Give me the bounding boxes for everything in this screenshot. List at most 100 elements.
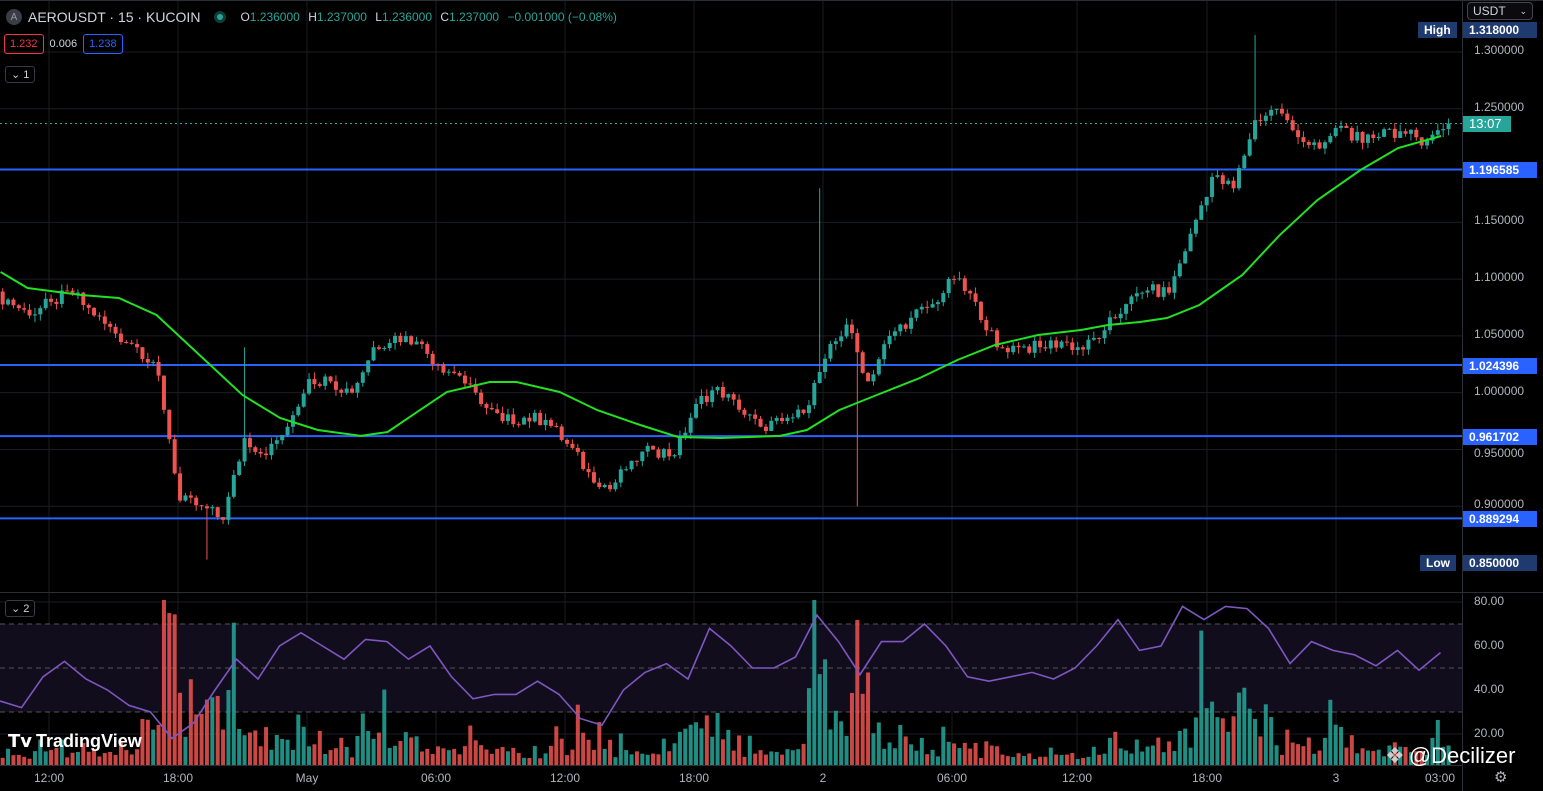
candle-body — [210, 507, 215, 509]
candle-body — [167, 409, 172, 440]
volume-bar — [280, 738, 285, 765]
candle-body — [312, 379, 317, 385]
volume-bar — [1075, 759, 1080, 765]
candle-body — [290, 415, 295, 427]
candle-body — [215, 507, 220, 518]
candle-body — [307, 379, 312, 394]
collapse-indicators-pane-1[interactable]: ⌄ 1 — [5, 66, 36, 83]
volume-bar — [634, 751, 639, 765]
candle-body — [1398, 131, 1403, 138]
volume-bars — [0, 600, 1451, 765]
volume-bar — [919, 737, 924, 765]
volume-bar — [183, 736, 188, 765]
volume-bar — [876, 722, 881, 765]
candle-body — [925, 306, 930, 308]
candle-body — [522, 417, 527, 425]
volume-bar — [989, 745, 994, 765]
volume-bar — [1387, 745, 1392, 765]
candle-body — [1027, 346, 1032, 353]
volume-bar — [828, 729, 833, 765]
volume-bar — [1226, 731, 1231, 765]
candle-body — [758, 418, 763, 427]
candle-body — [124, 341, 129, 343]
volume-bar — [269, 749, 274, 765]
candle-body — [1043, 347, 1048, 349]
settings-gear-icon[interactable]: ⚙ — [1494, 769, 1508, 786]
candle-body — [221, 517, 226, 520]
volume-bar — [613, 757, 618, 765]
horizontal-levels[interactable] — [0, 168, 1462, 520]
candle-body — [935, 302, 940, 305]
volume-bar — [914, 750, 919, 765]
candle-body — [903, 324, 908, 329]
volume-bar — [430, 754, 435, 765]
volume-bar — [726, 729, 731, 765]
candle-body — [1054, 340, 1059, 348]
candle-body — [565, 439, 570, 444]
volume-bar — [425, 748, 430, 765]
candle-body — [1371, 134, 1376, 139]
volume-bar — [1419, 750, 1424, 765]
volume-bar — [1161, 752, 1166, 765]
volume-bar — [333, 748, 338, 765]
candle-body — [376, 347, 381, 349]
volume-bar — [242, 735, 247, 765]
tradingview-logo[interactable]: 𝗧𝘃 TradingView — [8, 731, 142, 752]
candle-body — [726, 394, 731, 398]
volume-bar — [1204, 708, 1209, 765]
candle-body — [242, 438, 247, 462]
candle-body — [871, 374, 876, 382]
candle-body — [548, 419, 553, 426]
candle-body — [677, 436, 682, 456]
volume-bar — [393, 745, 398, 765]
volume-bar — [839, 721, 844, 765]
volume-bar — [1408, 752, 1413, 765]
volume-bar — [817, 674, 822, 765]
rsi-line — [0, 605, 1442, 740]
volume-bar — [6, 748, 11, 765]
candle-body — [1441, 129, 1446, 131]
volume-bar — [178, 692, 183, 765]
candle-body — [75, 292, 80, 294]
candle-body — [479, 392, 484, 405]
volume-bar — [371, 738, 376, 765]
candle-body — [645, 445, 650, 452]
moving-average-line — [0, 135, 1442, 440]
candle-body — [156, 361, 161, 376]
currency-select[interactable]: USDT ⌄ — [1467, 2, 1533, 20]
candle-body — [624, 469, 629, 471]
buy-button[interactable]: 1.238 — [83, 34, 123, 54]
candle-body — [194, 497, 199, 506]
open-label: O — [240, 10, 250, 24]
volume-bar — [1446, 745, 1451, 765]
time-tick-label: 18:00 — [162, 771, 194, 785]
candle-body — [188, 495, 193, 498]
candle-body — [457, 373, 462, 376]
candle-body — [409, 336, 414, 345]
volume-bar — [763, 754, 768, 765]
low-label-ohlc: L — [375, 10, 382, 24]
volume-bar — [882, 748, 887, 765]
candle-body — [301, 393, 306, 407]
volume-bar — [984, 741, 989, 765]
candle-body — [1021, 346, 1026, 348]
market-open-icon — [214, 11, 227, 23]
candle-body — [199, 505, 204, 507]
candle-body — [892, 331, 897, 336]
volume-bar — [70, 752, 75, 765]
time-tick-label: 3 — [1332, 771, 1340, 785]
volume-bar — [118, 742, 123, 765]
symbol-title[interactable]: AEROUSDT · 15 · KUCOIN — [28, 9, 201, 25]
volume-bar — [1333, 724, 1338, 765]
candle-body — [618, 469, 623, 483]
collapse-indicators-pane-2[interactable]: ⌄ 2 — [5, 600, 36, 617]
volume-bar — [909, 744, 914, 765]
volume-bar — [1312, 753, 1317, 765]
candle-body — [704, 396, 709, 403]
volume-bar — [419, 751, 424, 765]
close-value: 1.237000 — [449, 10, 500, 24]
sell-button[interactable]: 1.232 — [4, 34, 44, 54]
ohlc-values: O1.236000 H1.237000 L1.236000 C1.237000 … — [240, 10, 621, 24]
candle-body — [833, 341, 838, 344]
